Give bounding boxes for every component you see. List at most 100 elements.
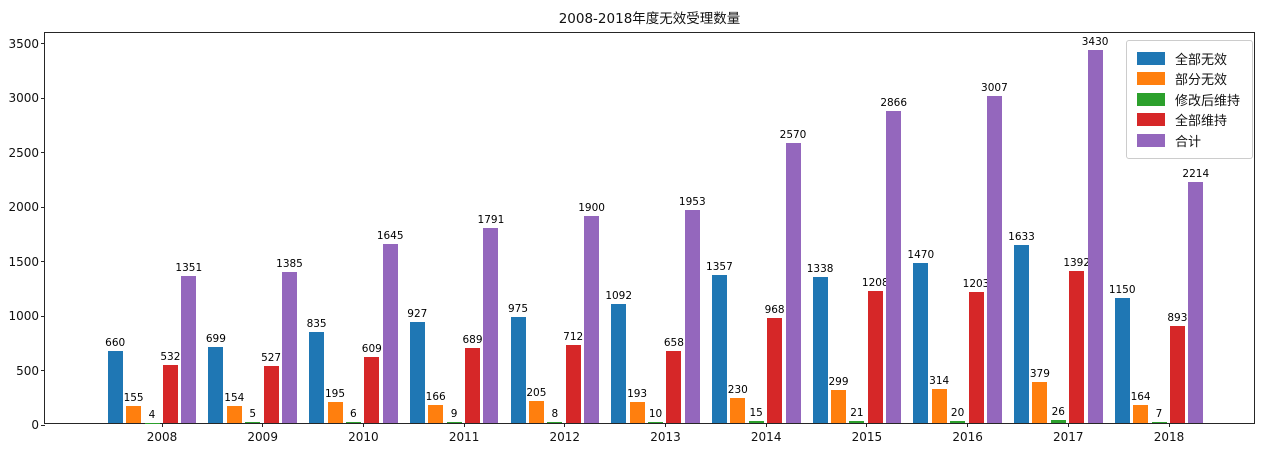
x-tick-label: 2015 xyxy=(851,430,883,444)
bar-value-label: 1392 xyxy=(1063,257,1091,270)
bar-value-label: 1953 xyxy=(678,196,706,209)
bar-value-label: 1203 xyxy=(962,278,990,291)
y-tick-label: 2500 xyxy=(8,145,39,160)
bar-series-3 xyxy=(162,365,178,423)
x-tick-label: 2011 xyxy=(448,430,480,444)
bar-value-label: 230 xyxy=(727,383,748,396)
bar-value-label: 21 xyxy=(850,406,864,419)
y-tick-mark xyxy=(41,206,45,208)
x-tick-mark xyxy=(665,423,666,427)
bar-value-label: 2214 xyxy=(1182,167,1210,180)
bar-series-4 xyxy=(1087,49,1103,423)
bar-series-1 xyxy=(1032,381,1048,423)
y-tick-mark xyxy=(41,370,45,372)
bar-series-2 xyxy=(748,421,764,423)
bar-series-0 xyxy=(611,304,627,423)
y-tick-mark xyxy=(41,315,45,317)
bar-series-0 xyxy=(1114,297,1130,423)
legend-swatch-series-2 xyxy=(1137,92,1165,106)
x-tick-label: 2017 xyxy=(1053,430,1084,444)
bar-series-1 xyxy=(327,401,343,423)
legend-label: 修改后维持 xyxy=(1175,93,1241,109)
y-tick-mark xyxy=(41,152,45,154)
bar-series-3 xyxy=(1169,325,1185,423)
bar-series-4 xyxy=(785,143,801,423)
bar-value-label: 609 xyxy=(361,342,382,355)
plot-area: 0 500 1000 1500 2000 2500 3000 3500 2008 660 155 4 5… xyxy=(8,32,1255,444)
bar-series-4 xyxy=(986,95,1002,423)
legend-item: 修改后维持 xyxy=(1137,89,1240,110)
bar-value-label: 689 xyxy=(462,333,483,346)
bar-series-0 xyxy=(812,277,828,423)
x-tick-label: 2013 xyxy=(650,430,681,444)
legend-swatch-series-4 xyxy=(1137,133,1165,147)
bar-series-4 xyxy=(584,216,600,423)
bar-value-label: 2570 xyxy=(779,129,807,142)
bar-value-label: 660 xyxy=(105,337,126,350)
x-tick-mark xyxy=(866,423,868,427)
bar-value-label: 8 xyxy=(551,408,559,421)
x-tick-mark xyxy=(1168,423,1170,427)
bar-value-label: 9 xyxy=(450,408,458,421)
bar-series-3 xyxy=(263,365,279,423)
bar-value-label: 379 xyxy=(1029,367,1050,380)
legend-swatch-series-3 xyxy=(1137,113,1165,127)
bar-series-2 xyxy=(950,420,966,423)
bar-series-0 xyxy=(510,316,526,423)
x-tick-label: 2018 xyxy=(1153,430,1185,444)
bar-series-4 xyxy=(382,243,398,423)
bar-value-label: 658 xyxy=(663,337,684,350)
bar-series-2 xyxy=(648,421,663,423)
bar-value-label: 1645 xyxy=(376,229,404,242)
x-tick-mark xyxy=(362,423,364,427)
bar-series-0 xyxy=(913,262,929,423)
bar-series-1 xyxy=(831,390,846,423)
x-tick-label: 2012 xyxy=(549,430,581,444)
bar-series-3 xyxy=(968,292,984,423)
y-tick-label: 2000 xyxy=(8,200,39,215)
legend-swatch-series-1 xyxy=(1137,72,1165,86)
y-tick-label: 3500 xyxy=(8,36,39,51)
x-tick-mark xyxy=(967,423,969,427)
bar-value-label: 1470 xyxy=(907,248,935,261)
bar-series-2 xyxy=(849,420,865,423)
bar-series-3 xyxy=(867,291,883,423)
bar-value-label: 7 xyxy=(1155,408,1163,421)
legend-swatch-series-0 xyxy=(1137,51,1165,65)
bar-series-4 xyxy=(684,210,700,423)
bar-value-label: 1150 xyxy=(1108,283,1136,296)
bar-value-label: 299 xyxy=(828,376,849,389)
bar-series-3 xyxy=(767,317,783,423)
bar-series-2 xyxy=(547,422,563,423)
legend-label: 全部维持 xyxy=(1175,114,1228,130)
bar-value-label: 314 xyxy=(929,374,950,387)
bar-series-3 xyxy=(1069,271,1085,423)
bar-series-0 xyxy=(1014,245,1029,423)
bar-value-label: 166 xyxy=(425,390,446,403)
y-tick-mark xyxy=(41,97,45,99)
bar-value-label: 927 xyxy=(407,308,428,321)
bar-series-3 xyxy=(666,351,682,423)
bar-value-label: 1357 xyxy=(706,261,733,274)
bar-value-label: 155 xyxy=(123,392,144,405)
bar-series-0 xyxy=(409,322,425,423)
legend-label: 合计 xyxy=(1175,134,1202,150)
bar-value-label: 1208 xyxy=(861,277,889,290)
x-tick-mark xyxy=(564,423,566,427)
bar-value-label: 164 xyxy=(1130,391,1151,404)
bar-series-1 xyxy=(629,402,645,423)
bar-value-label: 10 xyxy=(648,407,663,420)
legend-item: 合计 xyxy=(1137,130,1240,151)
bar-series-1 xyxy=(931,388,947,423)
bar-value-label: 975 xyxy=(507,302,529,315)
bar-series-2 xyxy=(1151,422,1167,423)
bar-value-label: 2866 xyxy=(880,96,908,109)
bar-value-label: 15 xyxy=(749,407,763,420)
bar-series-2 xyxy=(345,422,361,423)
bar-value-label: 195 xyxy=(324,387,346,400)
bar-series-2 xyxy=(446,422,462,423)
y-tick-label: 0 xyxy=(31,418,39,432)
bar-series-2 xyxy=(1050,420,1066,423)
bar-series-1 xyxy=(428,404,444,423)
bar-series-4 xyxy=(1188,181,1204,423)
